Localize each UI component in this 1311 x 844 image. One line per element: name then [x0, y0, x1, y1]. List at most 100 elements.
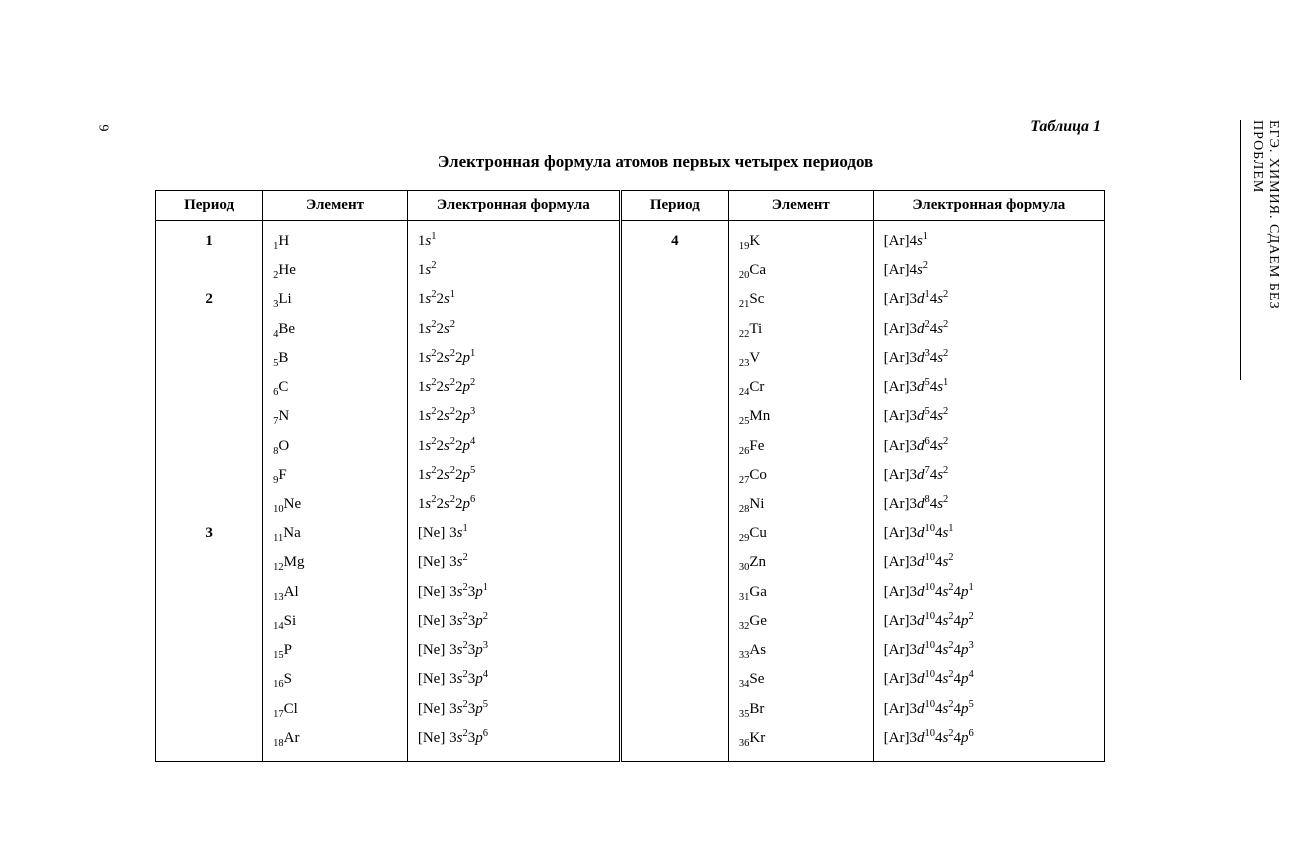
cell-element: 35Br: [728, 695, 873, 724]
cell-element: 4Be: [263, 315, 408, 344]
cell-formula: [Ne] 3s23p6: [407, 724, 620, 762]
cell-period: [156, 344, 263, 373]
cell-formula: [Ne] 3s23p4: [407, 665, 620, 694]
cell-element: 10Ne: [263, 490, 408, 519]
cell-formula: [Ar]3d34s2: [873, 344, 1104, 373]
table-row: 2He1s2 20Ca[Ar]4s2: [156, 256, 1105, 285]
cell-period: 4: [620, 221, 728, 257]
cell-element: 5B: [263, 344, 408, 373]
table-row: 23Li1s22s121Sc[Ar]3d14s2: [156, 285, 1105, 314]
cell-formula: 1s22s22p5: [407, 461, 620, 490]
cell-element: 2He: [263, 256, 408, 285]
cell-formula: [Ar]3d104s24p5: [873, 695, 1104, 724]
cell-element: 23V: [728, 344, 873, 373]
cell-period: 1: [156, 221, 263, 257]
cell-period: [620, 607, 728, 636]
cell-formula: [Ar]3d104s24p6: [873, 724, 1104, 762]
cell-period: [620, 402, 728, 431]
cell-period: [156, 695, 263, 724]
cell-formula: 1s22s22p1: [407, 344, 620, 373]
cell-formula: [Ne] 3s23p2: [407, 607, 620, 636]
cell-period: [620, 256, 728, 285]
header-formula-2: Электронная формула: [873, 191, 1104, 221]
table-row: 18Ar[Ne] 3s23p6 36Kr[Ar]3d104s24p6: [156, 724, 1105, 762]
cell-period: [620, 373, 728, 402]
cell-element: 8O: [263, 432, 408, 461]
cell-formula: [Ne] 3s23p5: [407, 695, 620, 724]
table-row: 8O1s22s22p426Fe[Ar]3d64s2: [156, 432, 1105, 461]
cell-period: [156, 256, 263, 285]
cell-period: [156, 432, 263, 461]
table-row: 9F1s22s22p527Co[Ar]3d74s2: [156, 461, 1105, 490]
cell-formula: [Ne] 3s2: [407, 548, 620, 577]
table-row: 6C1s22s22p224Cr[Ar]3d54s1: [156, 373, 1105, 402]
cell-formula: [Ar]3d54s2: [873, 402, 1104, 431]
table-container: Период Элемент Электронная формула Перио…: [155, 190, 1105, 762]
cell-element: 6C: [263, 373, 408, 402]
cell-formula: [Ar]3d104s2: [873, 548, 1104, 577]
cell-period: [620, 578, 728, 607]
cell-element: 12Mg: [263, 548, 408, 577]
cell-period: [620, 665, 728, 694]
cell-element: 11Na: [263, 519, 408, 548]
cell-element: 29Cu: [728, 519, 873, 548]
cell-formula: [Ne] 3s23p1: [407, 578, 620, 607]
cell-formula: [Ar]4s2: [873, 256, 1104, 285]
cell-element: 18Ar: [263, 724, 408, 762]
cell-element: 33As: [728, 636, 873, 665]
cell-element: 17Cl: [263, 695, 408, 724]
cell-formula: [Ar]3d104s24p2: [873, 607, 1104, 636]
cell-formula: [Ar]3d104s24p3: [873, 636, 1104, 665]
table-row: 16S[Ne] 3s23p434Se[Ar]3d104s24p4: [156, 665, 1105, 694]
cell-period: 2: [156, 285, 263, 314]
cell-formula: [Ar]3d104s1: [873, 519, 1104, 548]
table-row: 14Si[Ne] 3s23p2 32Ge[Ar]3d104s24p2: [156, 607, 1105, 636]
cell-formula: 1s22s2: [407, 315, 620, 344]
cell-element: 24Cr: [728, 373, 873, 402]
cell-element: 1H: [263, 221, 408, 257]
cell-formula: [Ar]3d104s24p1: [873, 578, 1104, 607]
table-row: 5B1s22s22p1 23V[Ar]3d34s2: [156, 344, 1105, 373]
cell-period: [156, 373, 263, 402]
table-row: 11H1s1419K[Ar]4s1: [156, 221, 1105, 257]
cell-element: 36Kr: [728, 724, 873, 762]
cell-period: [156, 315, 263, 344]
cell-element: 3Li: [263, 285, 408, 314]
header-element: Элемент: [263, 191, 408, 221]
cell-element: 32Ge: [728, 607, 873, 636]
cell-element: 16S: [263, 665, 408, 694]
cell-formula: [Ar]3d24s2: [873, 315, 1104, 344]
cell-period: [620, 344, 728, 373]
cell-period: [620, 724, 728, 762]
cell-element: 25Mn: [728, 402, 873, 431]
table-row: 12Mg[Ne] 3s230Zn[Ar]3d104s2: [156, 548, 1105, 577]
cell-formula: 1s2: [407, 256, 620, 285]
cell-formula: [Ne] 3s23p3: [407, 636, 620, 665]
cell-period: [620, 548, 728, 577]
cell-formula: [Ar]4s1: [873, 221, 1104, 257]
electron-formula-table: Период Элемент Электронная формула Перио…: [155, 190, 1105, 762]
header-period-2: Период: [620, 191, 728, 221]
header-period: Период: [156, 191, 263, 221]
cell-element: 20Ca: [728, 256, 873, 285]
cell-formula: 1s22s22p4: [407, 432, 620, 461]
cell-element: 9F: [263, 461, 408, 490]
cell-formula: [Ar]3d84s2: [873, 490, 1104, 519]
cell-element: 13Al: [263, 578, 408, 607]
cell-formula: [Ar]3d104s24p4: [873, 665, 1104, 694]
cell-period: [156, 636, 263, 665]
cell-period: [156, 402, 263, 431]
cell-element: 27Co: [728, 461, 873, 490]
table-row: 4Be1s22s222Ti[Ar]3d24s2: [156, 315, 1105, 344]
cell-formula: [Ar]3d54s1: [873, 373, 1104, 402]
cell-period: [620, 315, 728, 344]
table-header-row: Период Элемент Электронная формула Перио…: [156, 191, 1105, 221]
cell-period: [156, 724, 263, 762]
table-row: 311Na[Ne] 3s129Cu[Ar]3d104s1: [156, 519, 1105, 548]
cell-formula: 1s1: [407, 221, 620, 257]
cell-formula: [Ar]3d14s2: [873, 285, 1104, 314]
header-element-2: Элемент: [728, 191, 873, 221]
page-number: 6: [98, 125, 114, 132]
cell-element: 14Si: [263, 607, 408, 636]
table-row: 15P[Ne] 3s23p333As[Ar]3d104s24p3: [156, 636, 1105, 665]
